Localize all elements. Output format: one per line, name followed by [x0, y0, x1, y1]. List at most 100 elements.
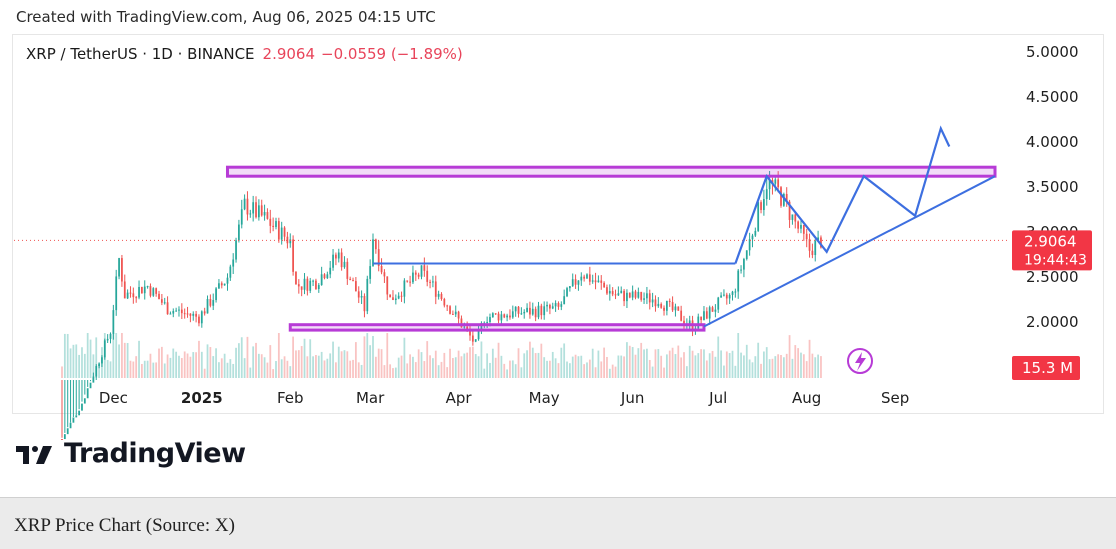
- volume-bar: [491, 348, 494, 378]
- volume-bar: [283, 356, 286, 378]
- candle-body: [326, 274, 329, 279]
- volume-bar: [315, 355, 317, 378]
- volume-bar: [352, 359, 354, 378]
- volume-bar: [817, 354, 819, 378]
- volume-bar: [129, 360, 132, 378]
- volume-bar: [323, 360, 326, 378]
- volume-bar: [229, 359, 232, 378]
- volume-bar: [514, 364, 517, 378]
- candle-body: [92, 376, 95, 383]
- volume-bar: [782, 357, 785, 378]
- volume-bar: [757, 342, 760, 378]
- volume-bar: [457, 350, 460, 378]
- y-tick-label: 4.0000: [1026, 133, 1079, 151]
- candle-body: [163, 302, 166, 304]
- volume-bar: [637, 348, 640, 378]
- candle-body: [440, 293, 443, 300]
- candle-body: [240, 209, 243, 225]
- volume-bar: [691, 350, 694, 378]
- candle-body: [212, 300, 215, 306]
- candle-body: [714, 309, 717, 312]
- volume-bar: [143, 360, 146, 378]
- volume-bar: [486, 353, 489, 378]
- volume-bar: [631, 347, 634, 378]
- candle-body: [249, 213, 252, 215]
- candle-body: [192, 313, 195, 316]
- volume-bar: [429, 355, 431, 378]
- candle-body: [760, 202, 762, 211]
- volume-bar: [66, 333, 69, 378]
- tradingview-brand[interactable]: TradingView: [16, 438, 246, 469]
- created-with-note: Created with TradingView.com, Aug 06, 20…: [16, 8, 436, 26]
- volume-bar: [780, 354, 782, 378]
- candle-body: [400, 295, 403, 297]
- candle-body: [323, 274, 326, 279]
- volume-bar: [720, 350, 722, 378]
- volume-bar: [289, 366, 292, 378]
- volume-bar: [554, 358, 557, 378]
- candle-body: [671, 302, 674, 311]
- x-tick-label: Sep: [881, 389, 909, 407]
- projection-path: [734, 125, 951, 264]
- candle-body: [703, 311, 705, 321]
- candle-body: [252, 202, 255, 214]
- volume-bar: [511, 360, 514, 378]
- candle-body: [86, 388, 89, 399]
- candle-body: [594, 280, 597, 283]
- volume-bar: [349, 360, 352, 378]
- x-tick-label: Apr: [446, 389, 473, 407]
- candle-body: [272, 225, 275, 227]
- volume-bar: [232, 363, 235, 378]
- candle-body: [491, 313, 494, 318]
- candle-body: [246, 198, 249, 215]
- volume-bar: [192, 352, 195, 378]
- volume-bar: [312, 356, 314, 378]
- volume-bar: [640, 342, 643, 378]
- candle-body: [426, 270, 429, 282]
- candle-body: [586, 274, 588, 279]
- candle-body: [628, 292, 631, 298]
- candle-body: [471, 335, 474, 342]
- volume-bar: [697, 353, 700, 378]
- volume-bar: [112, 333, 115, 378]
- volume-bar: [406, 363, 409, 378]
- volume-bar: [606, 356, 608, 378]
- volume-bar: [126, 343, 129, 378]
- candle-body: [574, 279, 577, 285]
- volume-bar: [189, 356, 192, 378]
- candle-body: [175, 310, 178, 312]
- volume-bar: [460, 356, 463, 378]
- volume-bar: [389, 364, 392, 378]
- candle-body: [523, 311, 526, 314]
- candle-body: [777, 179, 780, 188]
- candle-body: [300, 286, 303, 290]
- volume-bar: [394, 367, 397, 378]
- volume-bar: [600, 361, 603, 378]
- volume-bar: [266, 362, 269, 378]
- volume-bar: [317, 355, 320, 378]
- candle-body: [72, 417, 75, 423]
- candle-body: [814, 240, 817, 256]
- volume-bar: [751, 362, 754, 378]
- volume-bar: [297, 350, 300, 378]
- volume-layer: [61, 333, 822, 378]
- candle-body: [751, 235, 754, 240]
- candle-body: [557, 303, 560, 307]
- candle-body: [158, 293, 160, 300]
- volume-bar: [797, 348, 800, 378]
- candle-body: [81, 403, 83, 411]
- candle-body: [509, 315, 511, 318]
- volume-bar: [215, 348, 217, 378]
- volume-bar: [557, 363, 560, 378]
- candle-body: [489, 317, 491, 323]
- volume-bar: [280, 359, 283, 378]
- candle-body: [286, 236, 289, 244]
- volume-bar: [72, 344, 75, 378]
- volume-bar: [326, 358, 329, 378]
- volume-bar: [737, 333, 740, 378]
- volume-bar: [343, 350, 346, 378]
- volume-bar: [494, 357, 497, 378]
- volume-bar: [597, 350, 600, 378]
- volume-bar: [788, 335, 791, 378]
